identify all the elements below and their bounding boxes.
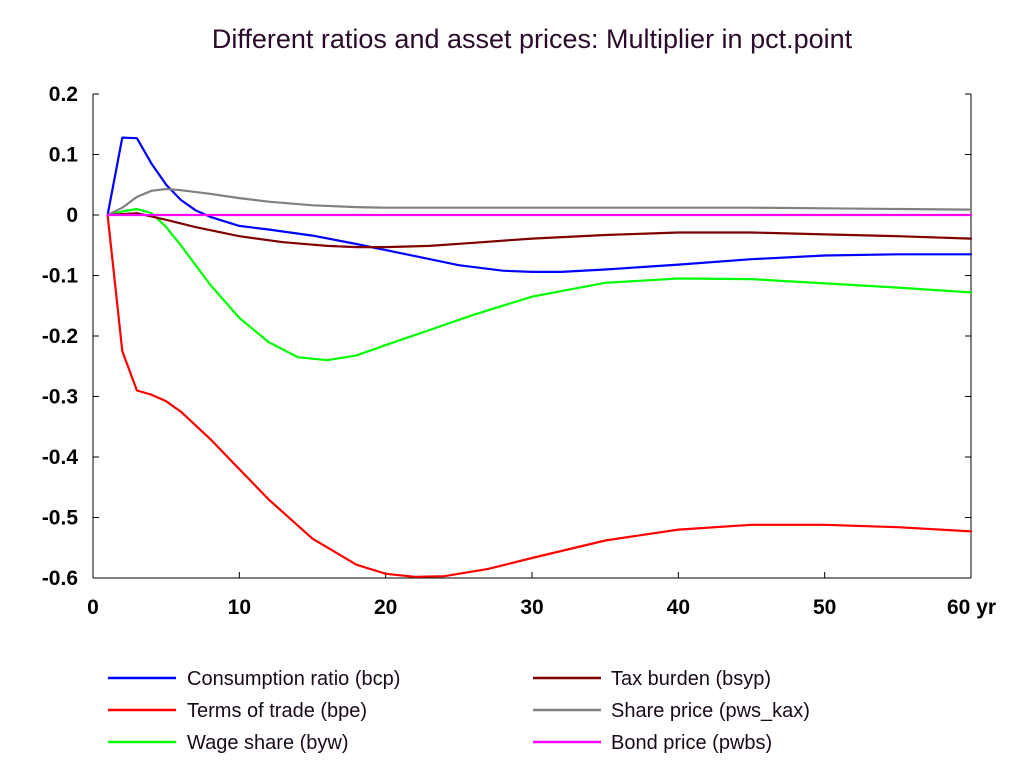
series-line-3: [106, 212, 973, 249]
legend-label-2: Wage share (byw): [187, 732, 349, 754]
x-tick-label: 40: [667, 596, 690, 619]
legend-label-5: Bond price (pwbs): [611, 732, 772, 754]
x-tick-label: 0: [87, 596, 99, 619]
legend-label-1: Terms of trade (bpe): [187, 700, 367, 722]
y-tick-label: 0.2: [49, 83, 78, 106]
y-tick-label: -0.4: [42, 446, 79, 469]
x-axis-ticks: 0 10 20 30 40 50 60 yr: [87, 572, 996, 619]
x-tick-label: 30: [520, 596, 543, 619]
series-line-1: [106, 213, 973, 578]
x-tick-label: 20: [374, 596, 397, 619]
legend: Consumption ratio (bcp) Terms of trade (b…: [108, 668, 810, 754]
y-tick-label: -0.1: [42, 265, 79, 288]
series-line-2: [106, 207, 973, 362]
x-tick-label: 60 yr: [947, 596, 996, 619]
series-lines: [106, 136, 973, 578]
y-tick-label: -0.5: [42, 507, 79, 530]
y-tick-label: -0.6: [42, 567, 78, 590]
y-tick-label: -0.3: [42, 386, 78, 409]
plot-frame: [92, 94, 972, 579]
legend-label-4: Share price (pws_kax): [611, 700, 810, 722]
series-line-4: [106, 187, 973, 217]
y-axis-ticks: 0.2 0.1 0 -0.1 -0.2 -0.3 -0.4 -0.5 -0.6: [42, 83, 971, 590]
legend-label-3: Tax burden (bsyp): [611, 668, 771, 690]
x-tick-label: 50: [813, 596, 836, 619]
y-tick-label: 0: [66, 204, 78, 227]
legend-label-0: Consumption ratio (bcp): [187, 668, 400, 690]
y-tick-label: 0.1: [49, 144, 79, 167]
x-tick-label: 10: [228, 596, 251, 619]
series-line-0: [106, 136, 973, 273]
y-tick-label: -0.2: [42, 325, 78, 348]
chart-title: Different ratios and asset prices: Multi…: [212, 24, 853, 54]
